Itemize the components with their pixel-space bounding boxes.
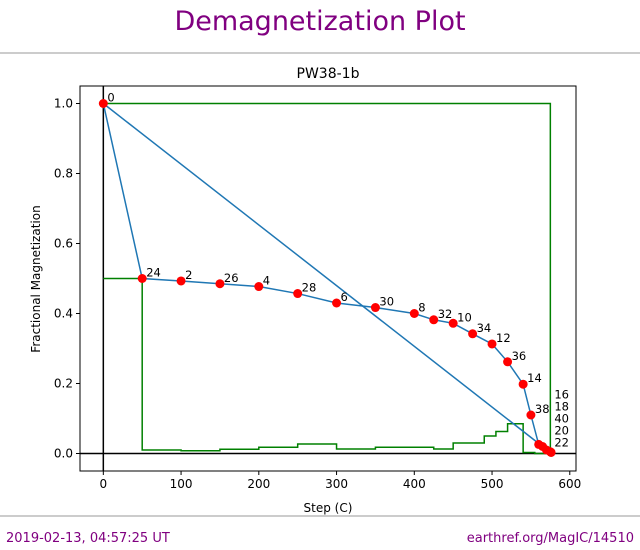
- data-point: [518, 379, 528, 389]
- data-point: [503, 357, 513, 367]
- point-label: 36: [512, 349, 527, 363]
- x-tick-label: 300: [325, 477, 348, 491]
- data-point: [176, 276, 186, 286]
- data-point: [546, 447, 556, 457]
- point-label: 2: [185, 268, 192, 282]
- point-label: 26: [224, 271, 239, 285]
- y-tick-label: 0.6: [54, 237, 73, 251]
- point-label: 0: [107, 91, 114, 105]
- x-tick-label: 500: [481, 477, 504, 491]
- x-tick-label: 400: [403, 477, 426, 491]
- point-label: 4: [263, 274, 270, 288]
- point-label: 14: [527, 371, 542, 385]
- point-label: 32: [438, 307, 453, 321]
- data-point: [448, 318, 458, 328]
- divider-bottom: [0, 515, 640, 517]
- point-label: 8: [418, 301, 425, 315]
- timestamp: 2019-02-13, 04:57:25 UT: [6, 531, 170, 546]
- y-tick-label: 0.8: [54, 167, 73, 181]
- data-point: [215, 279, 225, 289]
- y-tick-label: 0.0: [54, 447, 73, 461]
- data-point: [429, 315, 439, 325]
- data-point: [293, 289, 303, 299]
- chart-title: PW38-1b: [297, 66, 360, 82]
- magnetization-return-line: [102, 102, 544, 448]
- x-tick-label: 0: [100, 477, 108, 491]
- data-point: [98, 99, 108, 108]
- vds-step-line: [103, 102, 552, 455]
- data-point: [370, 303, 380, 313]
- data-point: [137, 274, 147, 283]
- point-label: 16: [554, 388, 569, 402]
- point-label: 24: [146, 266, 161, 280]
- y-tick-label: 0.4: [54, 307, 73, 321]
- point-label: 18: [554, 400, 569, 414]
- point-label: 12: [496, 331, 511, 345]
- magic-link[interactable]: earthref.org/MagIC/14510: [466, 531, 634, 546]
- x-tick-label: 600: [558, 477, 581, 491]
- x-tick-label: 100: [170, 477, 193, 491]
- data-point: [526, 410, 536, 420]
- data-point: [409, 309, 419, 318]
- x-tick-label: 200: [247, 477, 270, 491]
- point-label: 28: [302, 281, 317, 295]
- point-label: 10: [457, 310, 472, 324]
- point-label: 34: [477, 321, 492, 335]
- point-label: 6: [341, 290, 348, 304]
- page-title: Demagnetization Plot: [174, 6, 466, 37]
- data-point: [468, 329, 478, 339]
- divider-top: [0, 52, 640, 54]
- y-axis-label: Fractional Magnetization: [29, 205, 43, 352]
- point-label: 22: [554, 436, 569, 450]
- data-point: [254, 282, 264, 292]
- plot-area: [80, 86, 576, 471]
- y-tick-label: 1.0: [54, 97, 73, 111]
- point-label: 40: [554, 412, 569, 426]
- point-label: 30: [379, 295, 394, 309]
- data-point: [332, 298, 342, 308]
- data-point: [487, 339, 497, 349]
- point-label: 20: [554, 424, 569, 438]
- plot-frame: [79, 85, 577, 472]
- x-axis-label: Step (C): [304, 501, 353, 515]
- y-tick-label: 0.2: [54, 377, 73, 391]
- point-label: 38: [535, 402, 550, 416]
